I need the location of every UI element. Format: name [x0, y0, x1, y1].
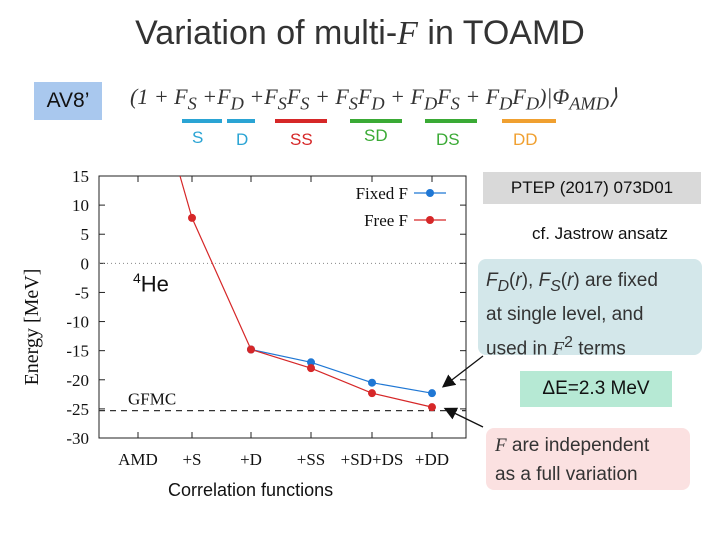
term-bar-ss	[275, 119, 327, 123]
nucleus-label: 4He	[133, 270, 169, 297]
free-note-line1: F are independent	[495, 435, 650, 456]
x-tick-label: +S	[182, 450, 201, 469]
term-bar-s	[182, 119, 222, 123]
energy-difference-box: ΔE=2.3 MeV	[520, 371, 672, 407]
series-line-free	[179, 175, 433, 408]
term-bar-d	[227, 119, 255, 123]
y-tick-label: 15	[72, 167, 89, 186]
term-label-dd: DD	[513, 130, 538, 149]
y-axis-title: Energy [MeV]	[21, 269, 43, 386]
x-tick-label: AMD	[118, 450, 158, 469]
series-line-fixed	[250, 348, 433, 394]
x-axis-title: Correlation functions	[168, 480, 334, 500]
term-label-d: D	[236, 130, 249, 149]
fixed-note-line2: at single level, and	[486, 303, 644, 325]
data-point-free	[368, 389, 376, 398]
free-f-note: F are independent as a full variation	[486, 428, 690, 490]
data-point-fixed	[368, 378, 376, 387]
y-tick-label: -20	[66, 371, 89, 390]
fixed-note-line1: FD(r), FS(r) are fixed	[486, 270, 658, 295]
y-tick-label: 5	[81, 225, 90, 244]
term-bar-ds	[425, 119, 477, 123]
gfmc-label: GFMC	[128, 390, 176, 409]
term-label-sd: SD	[364, 126, 388, 145]
fixed-f-note: FD(r), FS(r) are fixed at single level, …	[478, 259, 702, 359]
legend-marker	[426, 189, 434, 197]
interaction-label: AV8’	[34, 82, 102, 120]
data-point-free	[428, 403, 436, 412]
x-tick-label: +D	[240, 450, 262, 469]
term-label-s: S	[192, 128, 204, 147]
data-point-free	[188, 213, 196, 222]
data-point-fixed	[428, 389, 436, 398]
y-tick-label: 0	[81, 254, 90, 273]
free-note-line2: as a full variation	[495, 464, 638, 485]
arrow-to-free	[443, 407, 484, 428]
term-label-ds: DS	[436, 130, 460, 149]
data-point-fixed	[307, 358, 315, 367]
arrow-to-fixed	[441, 355, 484, 388]
plot-frame	[98, 175, 467, 439]
legend-label: Fixed F	[356, 184, 408, 203]
y-tick-label: -25	[66, 400, 89, 419]
x-tick-label: +SS	[297, 450, 326, 469]
term-bar-sd	[350, 119, 402, 123]
term-label-ss: SS	[290, 130, 313, 149]
y-tick-label: 10	[72, 196, 89, 215]
reference-box: PTEP (2017) 073D01	[483, 172, 701, 204]
legend-label: Free F	[364, 211, 408, 230]
fixed-note-line3: used in F2 terms	[486, 333, 626, 360]
legend-marker	[426, 216, 434, 224]
slide-title: Variation of multi-F in TOAMD	[135, 14, 585, 52]
x-tick-label: +DD	[415, 450, 449, 469]
y-tick-label: -5	[75, 283, 89, 302]
x-tick-label: +SD+DS	[341, 450, 404, 469]
jastrow-note: cf. Jastrow ansatz	[532, 224, 669, 243]
data-point-free	[307, 364, 315, 373]
y-tick-label: -30	[66, 429, 89, 448]
term-bar-dd	[502, 119, 556, 123]
y-tick-label: -10	[66, 313, 89, 332]
y-tick-label: -15	[66, 342, 89, 361]
wavefunction-formula: (1 + FS +FD +FSFS + FSFD + FDFS + FDFD)|…	[130, 84, 618, 114]
data-point-free	[247, 345, 255, 354]
